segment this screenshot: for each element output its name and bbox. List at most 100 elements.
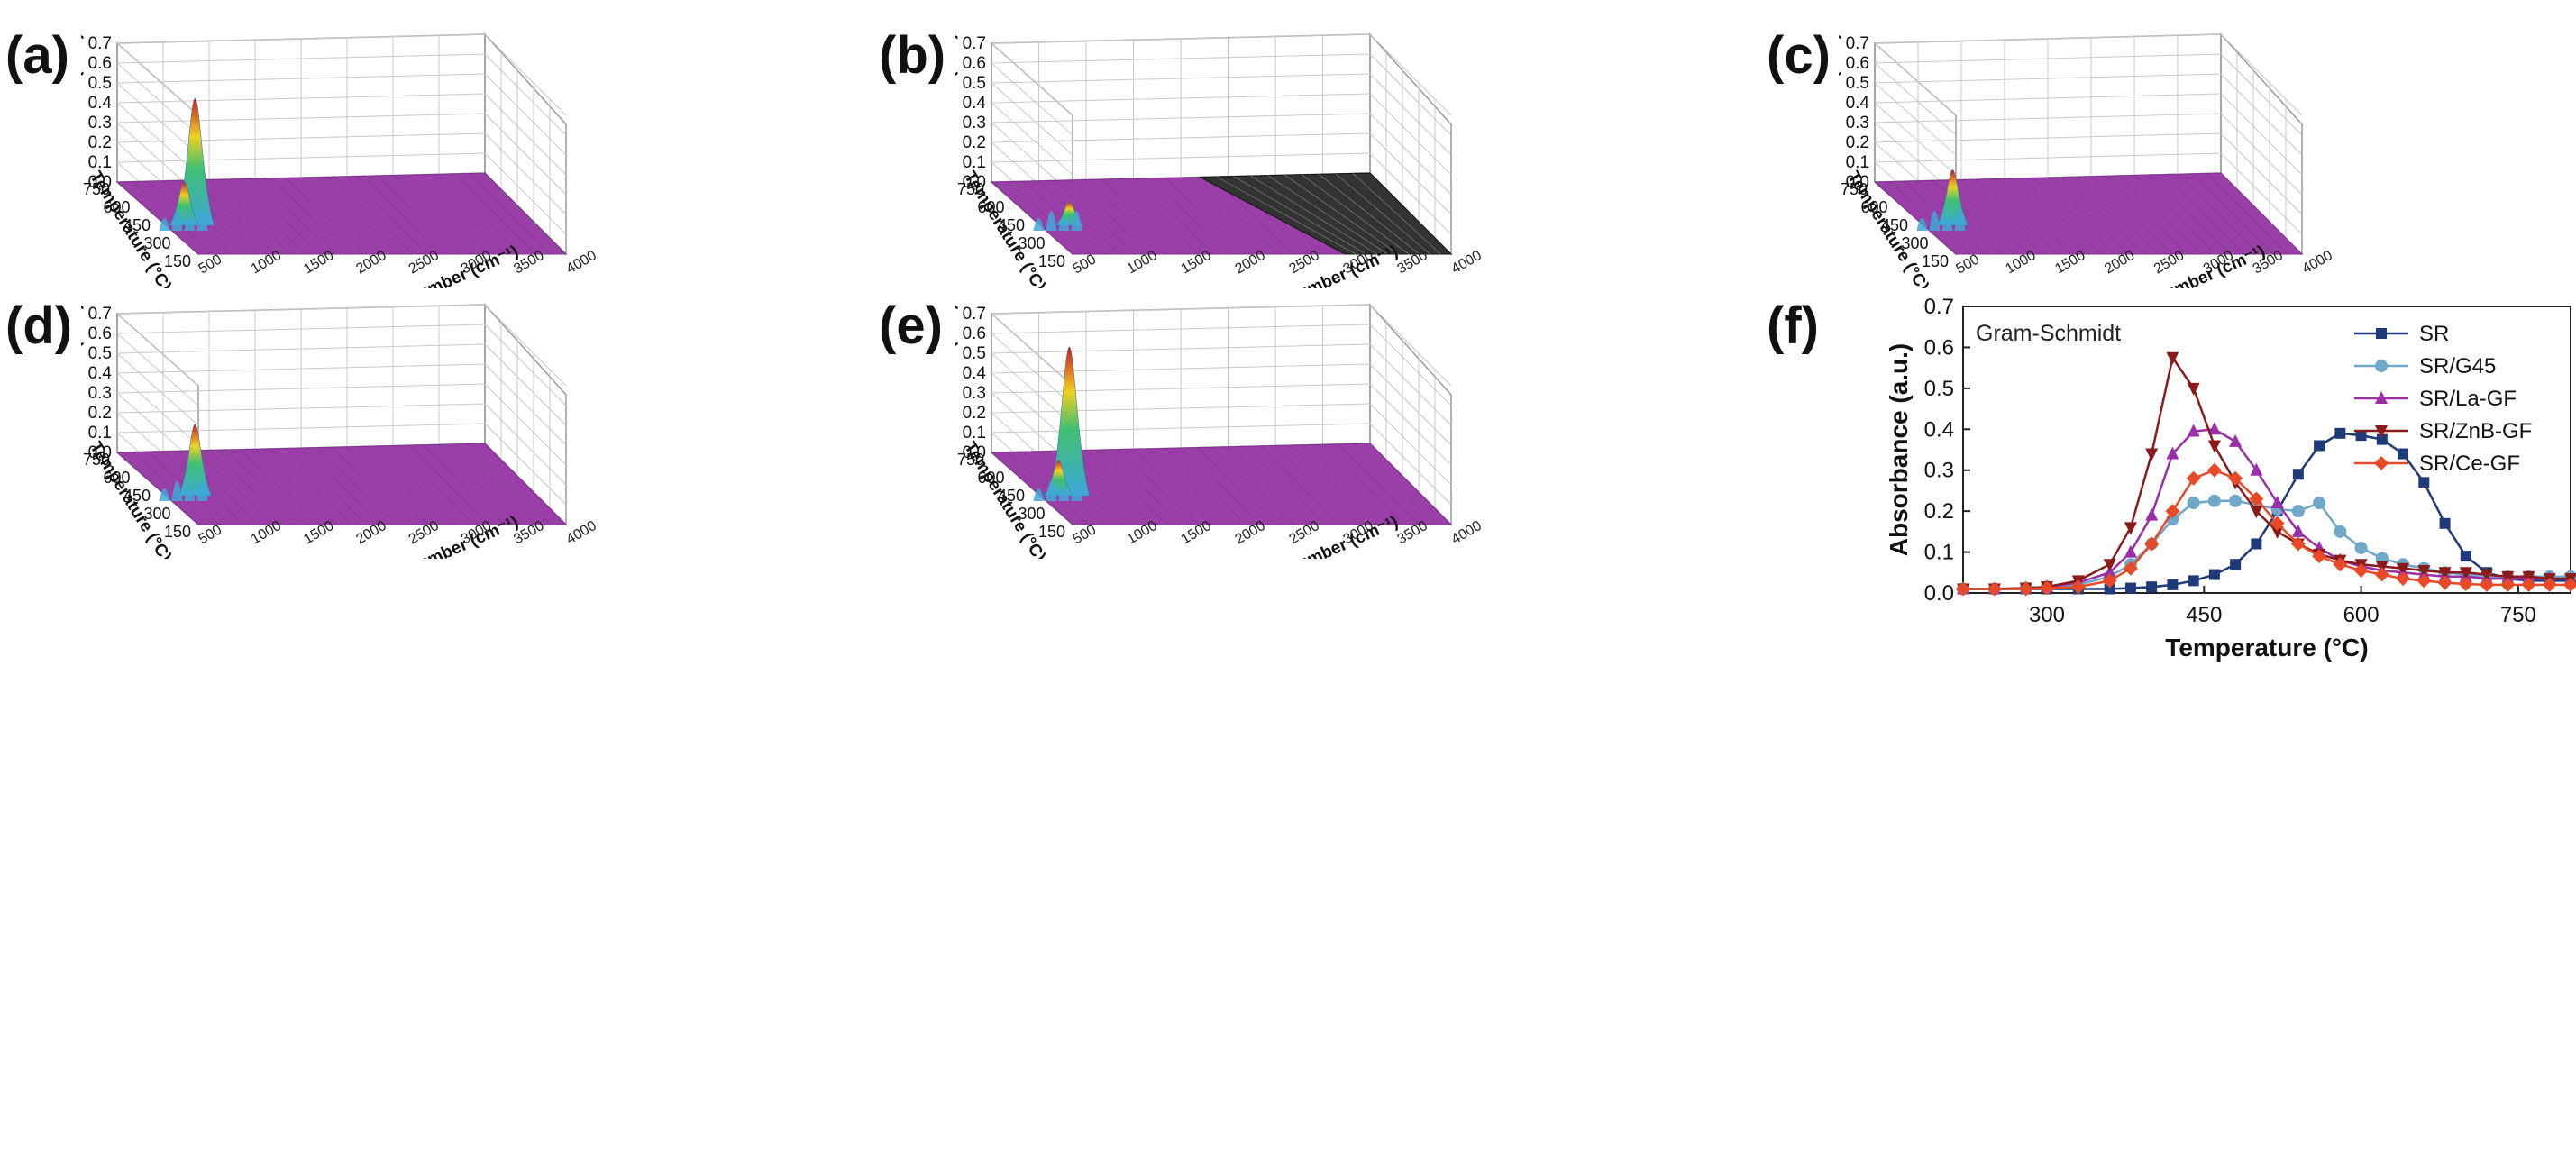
point-4-12 bbox=[2249, 491, 2264, 506]
legend-item-2: SR/La-GF bbox=[2354, 387, 2517, 411]
mesh-c-7 bbox=[1975, 178, 2058, 255]
y-axis-label: Absorbance (a.u.) bbox=[1885, 343, 1913, 556]
grid-z-d-1 bbox=[116, 423, 567, 506]
grid-z-a-1 bbox=[116, 152, 567, 235]
z-tick-a-0: 0.0 bbox=[88, 173, 112, 192]
point-1-9 bbox=[2187, 497, 2200, 510]
panel-label-d: (d) bbox=[5, 297, 73, 355]
point-1-14 bbox=[2291, 505, 2305, 518]
grid-z-c-6 bbox=[1874, 53, 2303, 136]
z-tick-a-2: 0.2 bbox=[88, 133, 112, 152]
temp-tick-a-1: 300 bbox=[143, 234, 170, 252]
point-4-9 bbox=[2186, 470, 2201, 486]
mesh-d-7 bbox=[224, 449, 306, 525]
series-line-0 bbox=[1963, 432, 2571, 590]
temp-tick-d-2: 450 bbox=[123, 487, 151, 505]
mesh-c-22 bbox=[2191, 173, 2274, 255]
point-4-6 bbox=[2123, 561, 2138, 576]
point-1-11 bbox=[2229, 494, 2243, 507]
grid-z-e-6 bbox=[991, 324, 1452, 406]
wave-tick-d-0: 500 bbox=[196, 522, 225, 547]
grid-z-a-3 bbox=[116, 113, 567, 196]
point-4-19 bbox=[2396, 571, 2411, 587]
mesh-e-5 bbox=[1070, 450, 1152, 525]
ripple-e-3 bbox=[1071, 481, 1082, 501]
point-2-14 bbox=[2291, 524, 2305, 537]
mesh-a-11 bbox=[285, 178, 368, 255]
mesh-a-9 bbox=[254, 178, 337, 255]
z-tick-b-3: 0.3 bbox=[963, 114, 986, 132]
point-0-8 bbox=[2167, 579, 2179, 590]
grid-z-d-4 bbox=[116, 363, 567, 446]
z-tick-a-6: 0.6 bbox=[88, 54, 112, 73]
series-4 bbox=[1956, 462, 2576, 597]
point-4-21 bbox=[2437, 575, 2453, 590]
temp-tick-e-2: 450 bbox=[998, 487, 1025, 505]
point-4-0 bbox=[1956, 581, 1970, 597]
z-tick-e-2: 0.2 bbox=[963, 404, 986, 423]
mesh-c-13 bbox=[2061, 177, 2144, 255]
mesh-e-21 bbox=[1322, 443, 1404, 525]
panel-label-b: (b) bbox=[879, 26, 946, 85]
mesh-c-6 bbox=[1960, 179, 2043, 255]
ripple-a-0 bbox=[159, 218, 170, 231]
legend-item-3: SR/ZnB-GF bbox=[2354, 419, 2532, 443]
temp-tick-c-0: 150 bbox=[1922, 252, 1949, 270]
mesh-a-10 bbox=[269, 178, 352, 255]
ripple-d-0 bbox=[159, 488, 170, 501]
x-tick-label-2: 600 bbox=[2343, 603, 2380, 627]
grid-zl-a-5 bbox=[116, 82, 199, 156]
z-tick-b-7: 0.7 bbox=[963, 34, 986, 53]
grid-zl-b-5 bbox=[991, 82, 1073, 156]
point-4-27 bbox=[2563, 577, 2576, 592]
mesh-a-20 bbox=[423, 174, 506, 255]
mesh-c-21 bbox=[2177, 173, 2260, 255]
mesh-a-15 bbox=[346, 176, 429, 255]
point-3-9 bbox=[2187, 382, 2200, 396]
peak-e-0 bbox=[1048, 346, 1091, 497]
z-tick-a-5: 0.5 bbox=[88, 74, 112, 93]
mesh-d-1 bbox=[132, 452, 215, 525]
grid-z-c-5 bbox=[1874, 73, 2303, 156]
temp-tick-c-2: 450 bbox=[1881, 216, 1908, 234]
mesh-e-22 bbox=[1338, 443, 1420, 525]
temp-tick-e-3: 600 bbox=[977, 469, 1004, 487]
series-line-1 bbox=[1963, 499, 2571, 590]
point-0-18 bbox=[2376, 433, 2388, 445]
point-4-7 bbox=[2144, 536, 2160, 552]
temp-tick-d-1: 300 bbox=[143, 505, 170, 523]
mesh-b-10 bbox=[1148, 178, 1231, 255]
mesh-e-7 bbox=[1101, 449, 1183, 525]
z-tick-c-0: 0.0 bbox=[1846, 173, 1869, 192]
legend-label-1: SR/G45 bbox=[2419, 354, 2496, 379]
point-0-17 bbox=[2355, 430, 2367, 442]
mesh-a-21 bbox=[438, 173, 521, 255]
point-0-22 bbox=[2460, 551, 2471, 562]
z-tick-b-6: 0.6 bbox=[963, 54, 986, 73]
point-3-10 bbox=[2207, 440, 2221, 453]
line-chart-gram-schmidt: 0.0 0.1 0.2 0.3 0.4 0.5 0.6 0.7 300 450 600 750 Temp… bbox=[1885, 295, 2576, 662]
z-tick-c-5: 0.5 bbox=[1846, 74, 1869, 93]
point-0-9 bbox=[2188, 575, 2199, 587]
surface-plot-c: 0.00.10.20.30.40.50.60.7 Absorbance (a.u.… bbox=[1839, 32, 2335, 288]
chart-title: Gram-Schmidt bbox=[1976, 321, 2121, 346]
legend-label-4: SR/Ce-GF bbox=[2419, 452, 2520, 476]
panel-label-f: (f) bbox=[1767, 297, 1819, 355]
mesh-e-17 bbox=[1259, 445, 1341, 525]
wave-tick-b-0: 500 bbox=[1071, 251, 1100, 277]
mesh-e-18 bbox=[1274, 445, 1357, 525]
wave-tick-a-7: 4000 bbox=[564, 248, 599, 278]
ripple-c-3 bbox=[1954, 211, 1966, 231]
temp-tick-d-3: 600 bbox=[103, 469, 130, 487]
temp-tick-c-4: 750 bbox=[1841, 180, 1868, 198]
mesh-b-12 bbox=[1180, 177, 1263, 255]
grid-zl-b-7 bbox=[991, 42, 1073, 116]
x-axis-label: Temperature (°C) bbox=[2165, 634, 2368, 662]
surface-plot-a: 0.00.10.20.30.40.50.60.7 Absorbance (a.u.… bbox=[81, 32, 599, 288]
legend-item-4: SR/Ce-GF bbox=[2354, 452, 2520, 476]
ripple-a-3 bbox=[196, 211, 208, 231]
grid-z-a-7 bbox=[116, 33, 567, 116]
grid-zl-a-4 bbox=[116, 102, 199, 176]
z-tick-d-1: 0.1 bbox=[88, 424, 112, 443]
ripple-a-2 bbox=[184, 218, 196, 231]
